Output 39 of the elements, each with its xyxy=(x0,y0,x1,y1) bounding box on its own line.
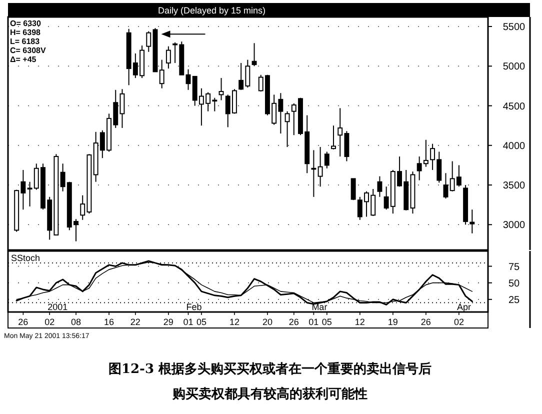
x-tick-label: 01 xyxy=(183,317,194,327)
annotation: 2001 xyxy=(48,302,68,312)
y-tick-label: 50 xyxy=(508,278,520,290)
x-tick-label: 19 xyxy=(388,317,398,327)
annotation: H= 6398 xyxy=(10,28,42,37)
x-tick-label: 02 xyxy=(454,317,464,327)
y-tick-label: 3500 xyxy=(502,180,526,192)
x-tick-label: 12 xyxy=(354,317,365,327)
x-tick-label: 22 xyxy=(130,317,140,327)
x-tick-label: 26 xyxy=(420,317,431,327)
x-tick-label: 01 xyxy=(308,317,319,327)
x-tick-label: 29 xyxy=(163,317,174,327)
annotation: Mar xyxy=(312,302,328,312)
annotation: Feb xyxy=(186,302,202,312)
y-tick-label: 5000 xyxy=(502,62,526,73)
x-tick-label: 26 xyxy=(18,317,28,327)
x-tick-label: 08 xyxy=(71,317,82,327)
x-tick-label: 05 xyxy=(196,317,206,327)
text: 购买卖权都具有较高的获利可能性 xyxy=(172,386,368,402)
y-tick-label: 4000 xyxy=(502,140,526,152)
x-tick-label: 05 xyxy=(322,317,332,327)
x-tick-label: 26 xyxy=(288,317,299,327)
annotation: O= 6330 xyxy=(10,19,42,28)
y-tick-label: 75 xyxy=(508,262,520,273)
chart-title: Daily (Delayed by 15 mins) xyxy=(158,6,266,16)
annotation: Apr xyxy=(456,302,471,312)
x-tick-label: 16 xyxy=(104,317,114,327)
y-tick-label: 5500 xyxy=(502,22,526,34)
x-tick-label: 20 xyxy=(262,317,272,327)
y-tick-label: 4500 xyxy=(502,101,526,112)
annotation: L= 6183 xyxy=(10,37,40,46)
chart-title: SStoch xyxy=(11,253,40,263)
annotation: C= 6308V xyxy=(10,46,46,55)
x-tick-label: 12 xyxy=(229,317,240,327)
y-tick-label: 3000 xyxy=(502,220,526,232)
y-tick-label: 25 xyxy=(508,294,520,306)
caption: 图12-3 根据多头购买买权或者在一个重要的卖出信号后 xyxy=(108,361,432,377)
annotation: Δ= +45 xyxy=(10,55,37,64)
x-tick-label: 02 xyxy=(44,317,55,327)
